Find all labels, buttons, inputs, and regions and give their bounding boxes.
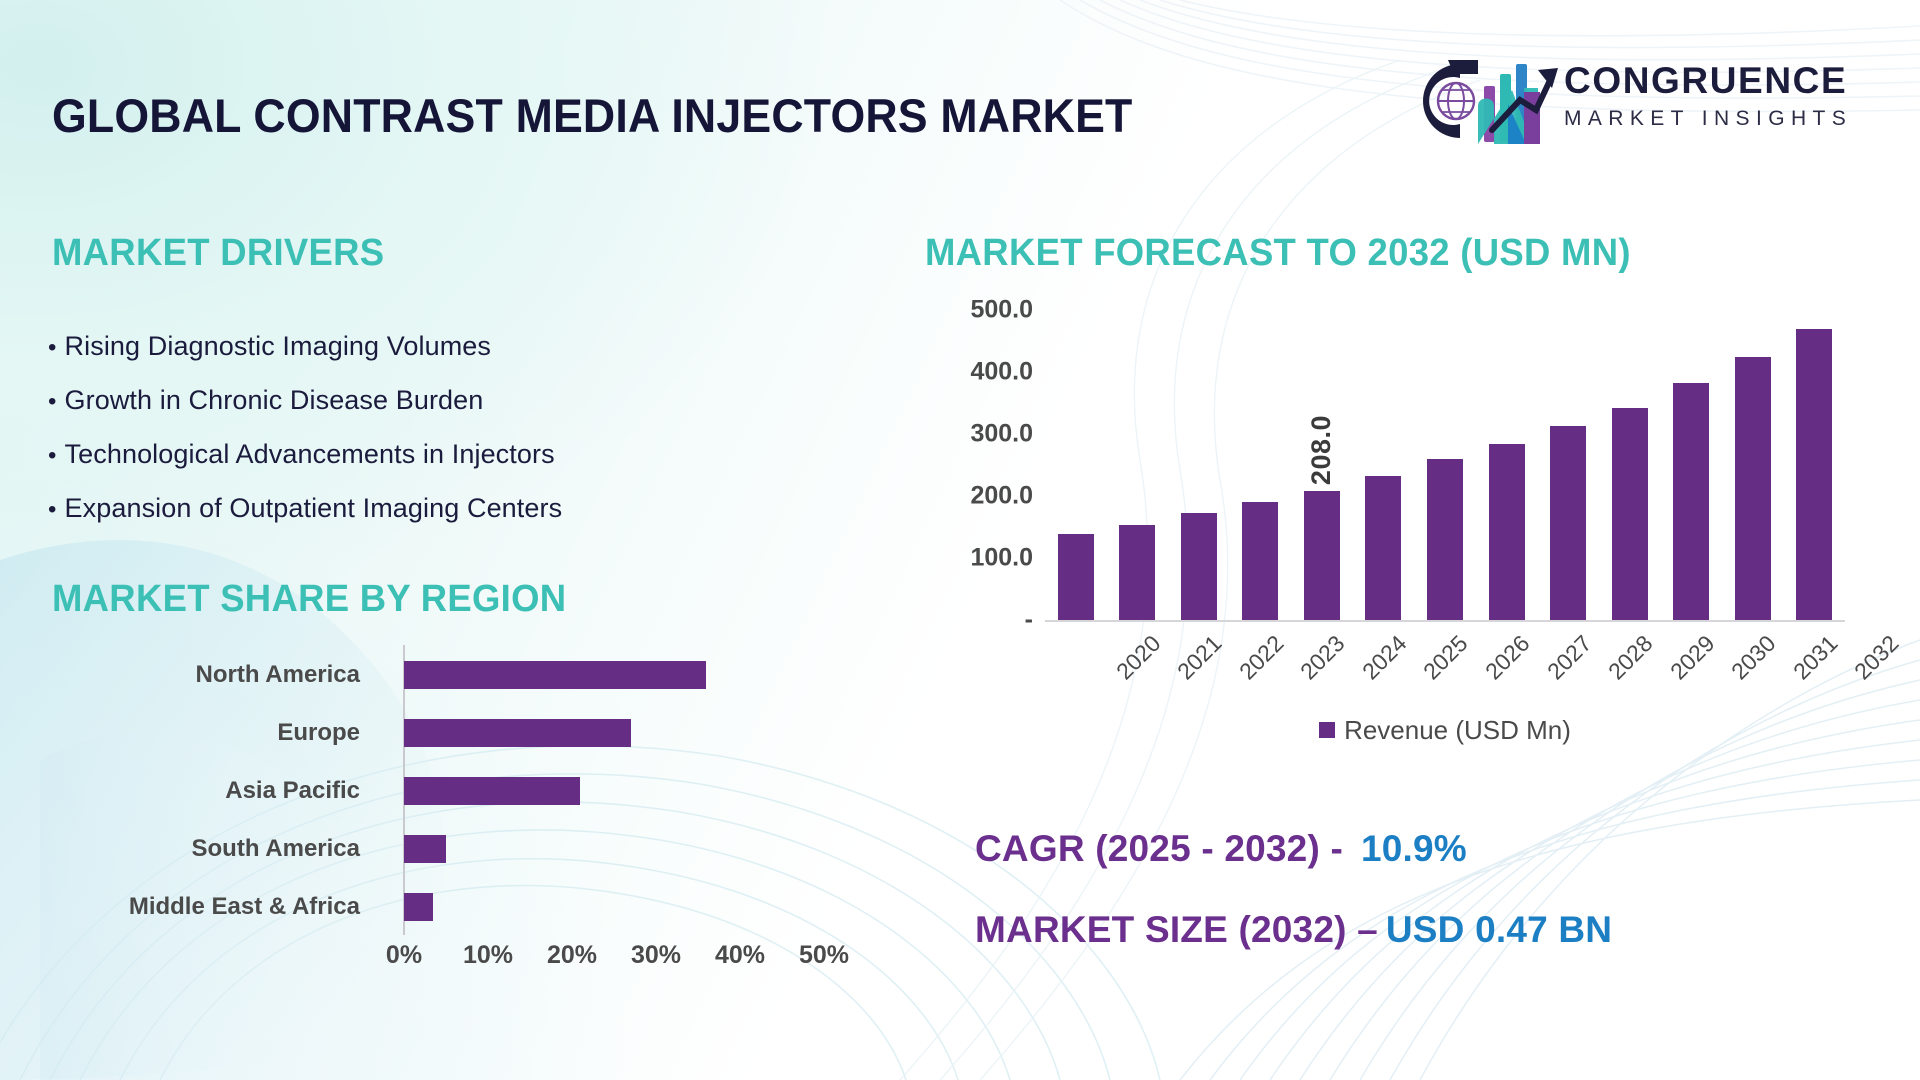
forecast-baseline [1045,620,1845,622]
region-axis-tick: 30% [630,941,682,969]
market-forecast-heading: MARKET FORECAST TO 2032 (USD MN) [925,232,1631,274]
forecast-y-tick: - [1024,605,1033,634]
driver-label: Expansion of Outpatient Imaging Centers [64,493,563,523]
region-bar [404,893,434,921]
forecast-x-tick: 2031 [1787,630,1843,685]
forecast-x-tick: 2024 [1356,630,1412,685]
forecast-bar [1611,407,1648,620]
region-share-bar-chart: North America Europe Asia Pacific South Ame… [60,645,849,985]
forecast-bar [1488,443,1525,620]
logo-wordmark: CONGRUENCE MARKET INSIGHTS [1564,62,1894,129]
forecast-x-tick: 2022 [1233,630,1289,685]
market-size-label: MARKET SIZE (2032) – [975,909,1378,950]
forecast-y-tick: 500.0 [970,295,1033,324]
forecast-bar [1550,425,1587,620]
driver-label: Technological Advancements in Injectors [64,439,555,469]
forecast-bar [1796,328,1833,620]
market-share-heading: MARKET SHARE BY REGION [52,578,567,620]
forecast-x-tick: 2023 [1295,630,1350,685]
forecast-y-tick: 300.0 [970,419,1033,448]
forecast-bar [1180,513,1217,620]
region-bar [404,835,446,863]
forecast-y-tick: 100.0 [970,543,1033,572]
driver-label: Rising Diagnostic Imaging Volumes [64,331,492,361]
forecast-bar [1673,383,1710,620]
region-label: South America [191,835,360,862]
driver-item: • Rising Diagnostic Imaging Volumes [48,320,828,374]
forecast-legend: Revenue (USD Mn) [1045,715,1845,746]
market-size-value: USD 0.47 BN [1385,909,1613,950]
region-bar [404,661,707,689]
summary-block: CAGR (2025 - 2032) - 10.9% MARKET SIZE (2… [975,830,1875,948]
forecast-x-tick: 2020 [1110,630,1166,685]
cm-globe-growth-logo-icon [1423,60,1558,144]
forecast-bar-chart: -100.0 200.0 300.0 400.0 500.0 208.0 2020 202… [925,296,1903,760]
region-label: Middle East & Africa [128,893,360,920]
region-axis-tick: 40% [714,941,766,969]
forecast-x-tick: 2028 [1603,630,1658,685]
forecast-plot-area: 208.0 [1045,310,1845,620]
forecast-y-tick: 400.0 [970,357,1033,386]
bullet-icon: • [48,388,57,415]
driver-item: • Growth in Chronic Disease Burden [48,374,828,428]
driver-label: Growth in Chronic Disease Burden [64,385,484,415]
region-bar-row: North America [60,647,820,703]
cagr-label: CAGR (2025 - 2032) - [975,828,1343,869]
bullet-icon: • [48,442,57,469]
forecast-bar [1427,459,1463,620]
forecast-bar-value-label: 208.0 [1305,414,1336,486]
region-bar-row: Asia Pacific [60,763,820,819]
brand-logo: CONGRUENCE MARKET INSIGHTS [1408,52,1888,150]
cagr-line: CAGR (2025 - 2032) - 10.9% [975,830,1875,867]
market-drivers-list: • Rising Diagnostic Imaging Volumes • Grow… [48,320,828,536]
forecast-bar [1057,533,1094,620]
legend-label: Revenue (USD Mn) [1344,715,1571,745]
region-bar [404,719,631,747]
region-axis-tick: 0% [385,941,423,969]
region-chart-axis [403,645,405,935]
forecast-bar [1365,476,1402,620]
region-label: Asia Pacific [225,777,360,804]
forecast-x-tick: 2029 [1664,630,1720,685]
driver-item: • Expansion of Outpatient Imaging Centers [48,482,828,536]
forecast-x-tick: 2027 [1541,630,1597,685]
logo-name: CONGRUENCE [1564,60,1848,101]
bullet-icon: • [48,496,57,523]
forecast-x-tick: 2021 [1172,630,1227,685]
region-bar-row: Middle East & Africa [60,879,820,935]
forecast-x-tick: 2025 [1418,630,1474,685]
region-bar [404,777,581,805]
cagr-value: 10.9% [1360,828,1467,869]
market-drivers-heading: MARKET DRIVERS [52,232,385,274]
region-bar-row: South America [60,821,820,877]
forecast-bar [1242,502,1279,620]
logo-subtitle: MARKET INSIGHTS [1564,107,1853,130]
region-axis-tick: 50% [798,941,850,969]
forecast-bar [1303,491,1340,620]
bullet-icon: • [48,334,57,361]
region-axis-tick: 20% [546,941,598,969]
region-label: Europe [277,719,360,746]
forecast-bar [1119,525,1156,620]
region-axis-tick: 10% [462,941,514,969]
forecast-x-tick: 2026 [1479,630,1535,685]
header: GLOBAL CONTRAST MEDIA INJECTORS MARKET [0,0,1920,175]
forecast-y-tick: 200.0 [970,481,1033,510]
legend-swatch-icon [1319,722,1336,738]
forecast-x-tick: 2030 [1726,630,1781,685]
region-bar-row: Europe [60,705,820,761]
region-chart-x-ticks: 0% 10% 20% 30% 40% 50% [386,941,849,981]
forecast-bar [1734,356,1771,620]
region-label: North America [195,661,360,688]
page-title: GLOBAL CONTRAST MEDIA INJECTORS MARKET [52,89,1133,142]
market-size-line: MARKET SIZE (2032) – USD 0.47 BN [975,911,1875,948]
driver-item: • Technological Advancements in Injectors [48,428,828,482]
